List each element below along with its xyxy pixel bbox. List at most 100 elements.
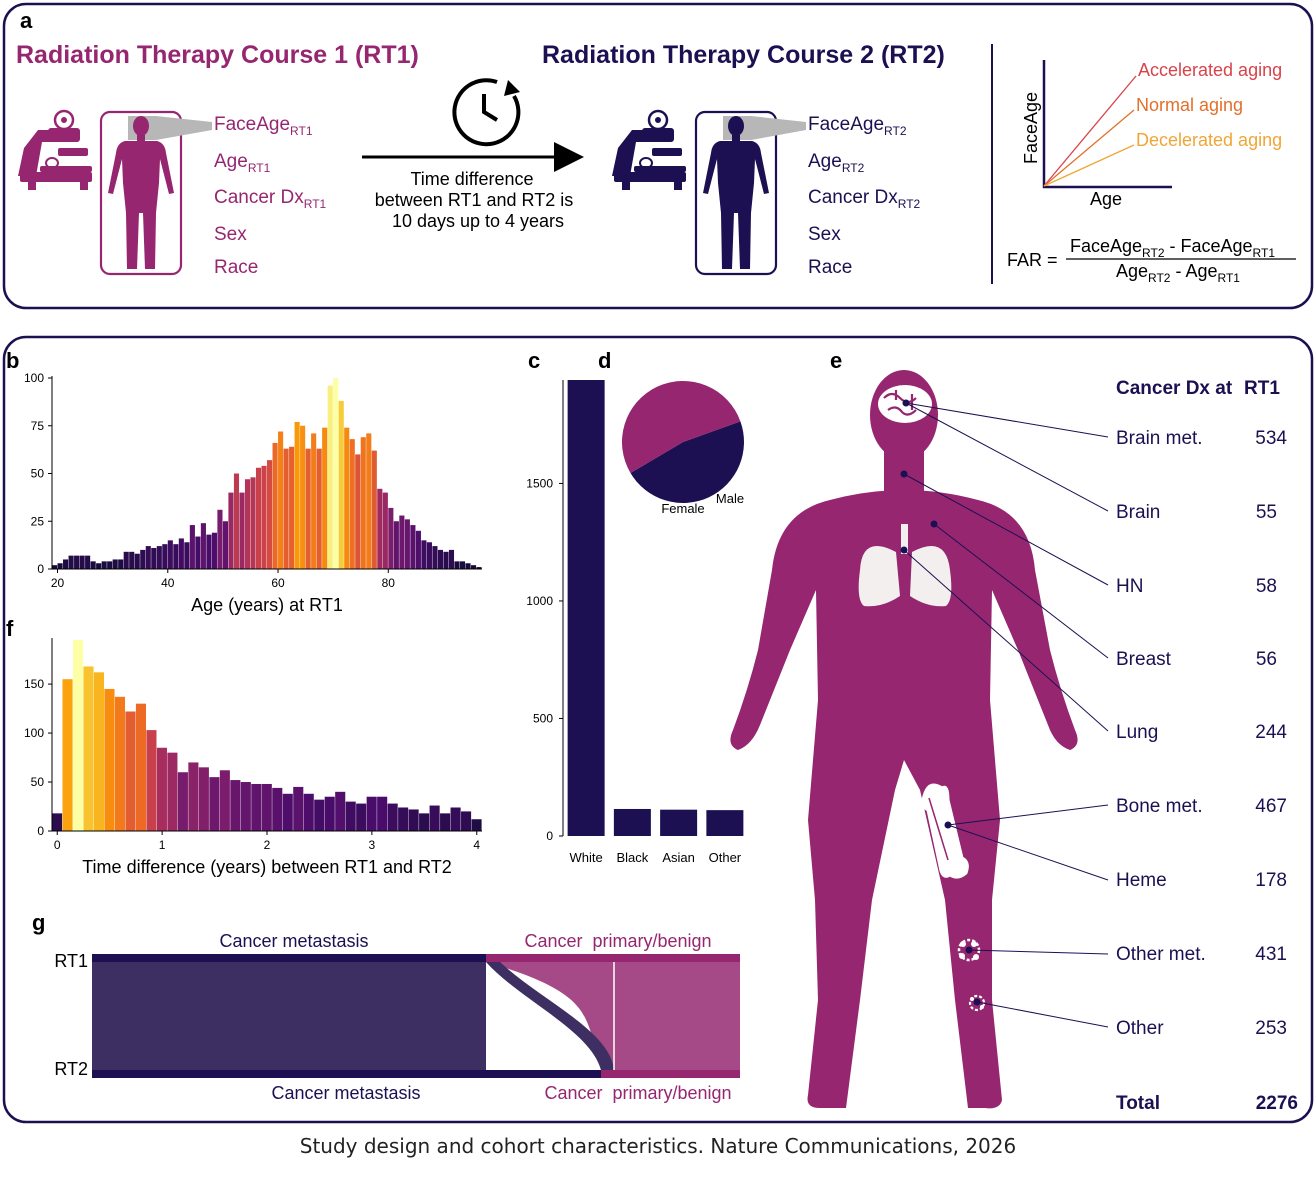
histogram-bar bbox=[399, 515, 405, 569]
histogram-bar bbox=[230, 780, 241, 831]
histogram-bar bbox=[68, 555, 74, 569]
sex-pie-chart: Female Male bbox=[622, 381, 744, 516]
rt1-field-faceage: FaceAgeRT1 bbox=[214, 114, 313, 138]
table-row: Other met. bbox=[1116, 944, 1206, 965]
y-tick-label: 25 bbox=[31, 514, 45, 528]
histogram-bar bbox=[459, 561, 466, 569]
histogram-bar bbox=[178, 538, 184, 569]
table-row: Other bbox=[1116, 1018, 1164, 1039]
histogram-bar bbox=[250, 477, 256, 569]
y-tick-label: 75 bbox=[31, 419, 45, 433]
table-row-value: 534 bbox=[1255, 428, 1287, 449]
far-numerator: FaceAgeRT2 - FaceAgeRT1 bbox=[1070, 236, 1275, 260]
histogram-bar bbox=[112, 559, 118, 569]
histogram-bar bbox=[278, 431, 284, 569]
histogram-bar bbox=[255, 467, 262, 569]
histogram-bar bbox=[244, 479, 251, 569]
histogram-bar bbox=[72, 640, 84, 831]
far-lhs: FAR = bbox=[1007, 250, 1058, 270]
race-category-label: Asian bbox=[662, 850, 695, 865]
race-bar bbox=[567, 380, 605, 836]
time-difference-text: Time difference between RT1 and RT2 is 1… bbox=[375, 169, 573, 231]
rt2-field-sex: Sex bbox=[808, 224, 841, 245]
rt2-metastasis-node bbox=[92, 1070, 601, 1078]
diagnosis-dots bbox=[900, 399, 981, 1006]
figure-canvas: a Radiation Therapy Course 1 (RT1) Radia… bbox=[2, 2, 1314, 1124]
histogram-bar bbox=[83, 666, 94, 831]
panel-a: a Radiation Therapy Course 1 (RT1) Radia… bbox=[2, 2, 1314, 310]
histogram-bar bbox=[96, 563, 102, 569]
histogram-bar bbox=[261, 783, 272, 831]
histogram-bar bbox=[222, 521, 229, 569]
histogram-bar bbox=[355, 454, 361, 569]
histogram-bar bbox=[217, 509, 223, 569]
clock-icon bbox=[452, 78, 521, 147]
histogram-bar bbox=[387, 803, 398, 831]
histogram-bar bbox=[448, 549, 455, 569]
panel-f-label: f bbox=[6, 616, 14, 641]
table-row-value: 467 bbox=[1255, 796, 1287, 817]
pie-label-female: Female bbox=[661, 501, 704, 516]
histogram-bar bbox=[129, 551, 135, 569]
race-bar-chart: White Black Asian Other 0 500 1000 1500 bbox=[526, 380, 744, 865]
histogram-bar bbox=[305, 448, 311, 569]
histogram-bar bbox=[200, 523, 206, 569]
histogram-bar bbox=[177, 772, 188, 831]
y-tick-label: 500 bbox=[533, 711, 553, 725]
rt1-field-age: AgeRT1 bbox=[214, 151, 271, 175]
y-tick-label: 50 bbox=[31, 775, 45, 789]
x-tick-label: 2 bbox=[264, 838, 271, 852]
histogram-bar bbox=[62, 679, 73, 831]
table-row-value: 244 bbox=[1255, 722, 1287, 743]
histogram-bar bbox=[294, 421, 300, 569]
histogram-bar bbox=[211, 532, 217, 569]
y-tick-label: 1000 bbox=[526, 594, 553, 608]
normal-aging-line bbox=[1043, 109, 1135, 187]
x-tick-label: 60 bbox=[271, 576, 285, 590]
histogram-bar bbox=[156, 747, 167, 831]
accelerated-aging-label: Accelerated aging bbox=[1138, 60, 1282, 80]
svg-text:between RT1 and RT2 is: between RT1 and RT2 is bbox=[375, 190, 573, 210]
histogram-bar bbox=[272, 442, 278, 569]
race-category-label: Other bbox=[709, 850, 742, 865]
table-total-value: 2276 bbox=[1256, 1093, 1298, 1114]
histogram-bar bbox=[114, 696, 126, 831]
histogram-bar bbox=[432, 546, 438, 569]
decelerated-aging-label: Decelerated aging bbox=[1136, 130, 1282, 150]
histogram-bar bbox=[162, 544, 168, 569]
histogram-bar bbox=[335, 791, 346, 831]
rt1-face-scan-beam bbox=[128, 116, 212, 140]
rt1-patient-frame bbox=[99, 110, 183, 276]
histogram-bar bbox=[118, 559, 124, 569]
histogram-bar bbox=[228, 492, 234, 569]
rt2-primary-label: Cancer primary/benign bbox=[544, 1083, 731, 1103]
histogram-bar bbox=[107, 561, 113, 569]
histogram-bar bbox=[388, 507, 394, 569]
decelerated-aging-line bbox=[1043, 144, 1135, 187]
svg-text:10 days up to 4 years: 10 days up to 4 years bbox=[392, 211, 564, 231]
histogram-bar bbox=[209, 777, 220, 831]
panel-a-label: a bbox=[20, 8, 33, 33]
y-tick-label: 1500 bbox=[526, 476, 553, 490]
histogram-bar bbox=[145, 546, 151, 569]
age-histogram: 0 25 50 75 100 20 40 60 80 Age (years) at RT1 bbox=[24, 371, 482, 615]
histogram-bar bbox=[327, 385, 333, 569]
time-difference-histogram: 0 50 100 150 0 1 2 3 4 Time difference (years) be… bbox=[24, 638, 482, 877]
x-tick-label: 40 bbox=[161, 576, 175, 590]
y-tick-label: 100 bbox=[24, 371, 44, 385]
histogram-bar bbox=[188, 762, 199, 831]
histogram-bar bbox=[408, 809, 419, 831]
human-silhouette-icon-rt2 bbox=[703, 116, 769, 269]
x-axis-label: Time difference (years) between RT1 and … bbox=[82, 857, 452, 877]
table-total-label: Total bbox=[1116, 1093, 1160, 1114]
histogram-bar bbox=[104, 688, 115, 831]
svg-text:Time difference: Time difference bbox=[410, 169, 533, 189]
panel-e-label: e bbox=[830, 348, 842, 373]
histogram-bar bbox=[410, 525, 416, 569]
histogram-bar bbox=[322, 427, 328, 569]
histogram-bar bbox=[314, 799, 325, 831]
pie-slice bbox=[622, 381, 741, 474]
race-bar bbox=[706, 810, 744, 836]
histogram-bar bbox=[461, 811, 472, 831]
histogram-bar bbox=[267, 460, 273, 569]
